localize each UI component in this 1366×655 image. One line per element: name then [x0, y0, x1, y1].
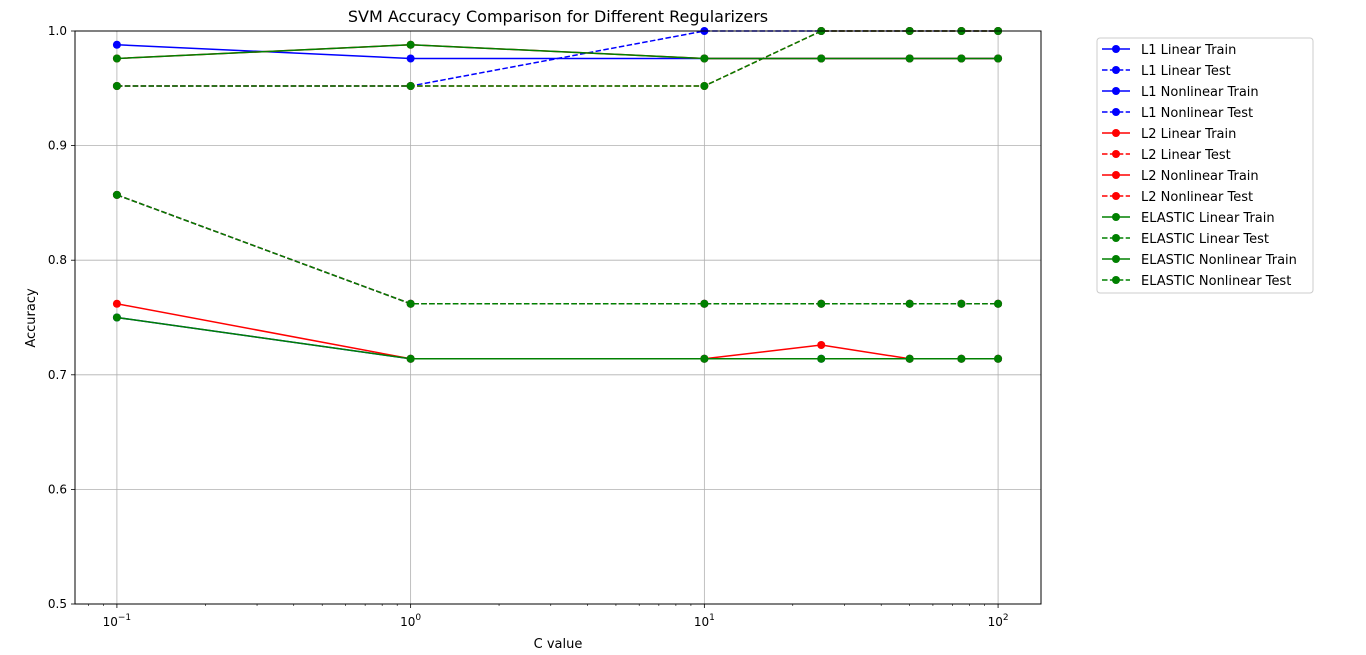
data-point	[700, 54, 709, 63]
legend-marker	[1112, 66, 1120, 74]
series-l1-nonlinear-train	[112, 313, 1003, 363]
data-point	[817, 54, 826, 63]
data-point	[112, 190, 121, 199]
axis-ticks: 10−1 100 101 102 0.5 0.6 0.7 0.8 0.9 1.0	[48, 24, 1009, 629]
series-elastic-nonlinear-train	[112, 313, 1003, 363]
legend-marker	[1112, 255, 1120, 263]
data-point	[406, 82, 415, 91]
data-point	[406, 299, 415, 308]
legend-marker	[1112, 276, 1120, 284]
data-point	[700, 354, 709, 363]
legend-item: ELASTIC Nonlinear Test	[1102, 274, 1291, 289]
data-point	[112, 54, 121, 63]
data-point	[817, 354, 826, 363]
data-point	[817, 299, 826, 308]
legend-item: ELASTIC Linear Test	[1102, 232, 1269, 247]
legend-item: L2 Linear Test	[1102, 148, 1231, 163]
legend-item: L1 Linear Test	[1102, 64, 1231, 79]
data-point	[994, 54, 1003, 63]
legend-marker	[1112, 150, 1120, 158]
legend-label: L2 Nonlinear Train	[1141, 169, 1259, 184]
legend-item: L2 Nonlinear Train	[1102, 169, 1259, 184]
legend-label: L1 Linear Train	[1141, 43, 1236, 58]
y-tick-label: 0.6	[48, 482, 67, 496]
legend-item: ELASTIC Linear Train	[1102, 211, 1275, 226]
legend-marker	[1112, 87, 1120, 95]
data-point	[957, 54, 966, 63]
legend-marker	[1112, 192, 1120, 200]
data-point	[905, 54, 914, 63]
y-tick-label: 0.7	[48, 368, 67, 382]
plot-frame	[74, 30, 1042, 605]
data-point	[905, 354, 914, 363]
y-axis-label: Accuracy	[24, 288, 39, 348]
series-line	[116, 194, 999, 305]
series-lines	[112, 27, 1003, 363]
y-tick-label: 0.5	[48, 597, 67, 611]
series-line	[116, 43, 999, 60]
legend-marker	[1112, 171, 1120, 179]
legend-label: ELASTIC Linear Train	[1141, 211, 1275, 226]
data-point	[406, 40, 415, 49]
legend-marker	[1112, 108, 1120, 116]
legend-label: L2 Linear Train	[1141, 127, 1236, 142]
x-tick-label: 100	[400, 613, 421, 629]
data-point	[957, 354, 966, 363]
series-elastic-nonlinear-test	[112, 190, 1003, 308]
data-point	[957, 299, 966, 308]
legend-marker	[1112, 213, 1120, 221]
data-point	[700, 299, 709, 308]
x-tick-label: 101	[694, 613, 715, 629]
legend-item: L1 Nonlinear Test	[1102, 106, 1253, 121]
series-elastic-linear-train	[112, 40, 1003, 63]
legend-marker	[1112, 45, 1120, 53]
legend-label: L1 Nonlinear Train	[1141, 85, 1259, 100]
x-tick-label: 10−1	[103, 613, 132, 629]
grid-lines	[75, 30, 1041, 605]
legend-marker	[1112, 234, 1120, 242]
series-l1-nonlinear-test	[112, 190, 1003, 308]
data-point	[112, 40, 121, 49]
data-point	[406, 354, 415, 363]
data-point	[700, 82, 709, 91]
y-tick-label: 1.0	[48, 24, 67, 38]
legend-label: L1 Nonlinear Test	[1141, 106, 1253, 121]
data-point	[994, 299, 1003, 308]
data-point	[112, 82, 121, 91]
legend-item: L2 Linear Train	[1102, 127, 1236, 142]
legend-label: ELASTIC Linear Test	[1141, 232, 1269, 247]
series-line	[116, 303, 999, 360]
data-point	[817, 341, 826, 350]
series-line	[116, 194, 999, 305]
legend-label: ELASTIC Nonlinear Test	[1141, 274, 1291, 289]
legend-label: ELASTIC Nonlinear Train	[1141, 253, 1297, 268]
chart-title: SVM Accuracy Comparison for Different Re…	[348, 7, 768, 26]
y-tick-label: 0.9	[48, 139, 67, 153]
data-point	[994, 354, 1003, 363]
data-point	[406, 54, 415, 63]
series-l2-nonlinear-train	[112, 299, 1003, 363]
legend-label: L2 Linear Test	[1141, 148, 1231, 163]
y-tick-label: 0.8	[48, 253, 67, 267]
x-tick-label: 102	[988, 613, 1009, 629]
legend-item: L2 Nonlinear Test	[1102, 190, 1253, 205]
legend-marker	[1112, 129, 1120, 137]
legend-label: L1 Linear Test	[1141, 64, 1231, 79]
data-point	[905, 299, 914, 308]
series-line	[116, 194, 999, 305]
legend: L1 Linear Train L1 Linear Test L1 Nonlinea…	[1096, 37, 1314, 294]
series-l2-nonlinear-test	[112, 190, 1003, 308]
legend-box	[1096, 37, 1314, 294]
legend-item: L1 Nonlinear Train	[1102, 85, 1259, 100]
legend-label: L2 Nonlinear Test	[1141, 190, 1253, 205]
x-axis-label: C value	[534, 637, 583, 652]
legend-item: ELASTIC Nonlinear Train	[1102, 253, 1297, 268]
data-point	[112, 299, 121, 308]
data-point	[112, 313, 121, 322]
legend-item: L1 Linear Train	[1102, 43, 1236, 58]
